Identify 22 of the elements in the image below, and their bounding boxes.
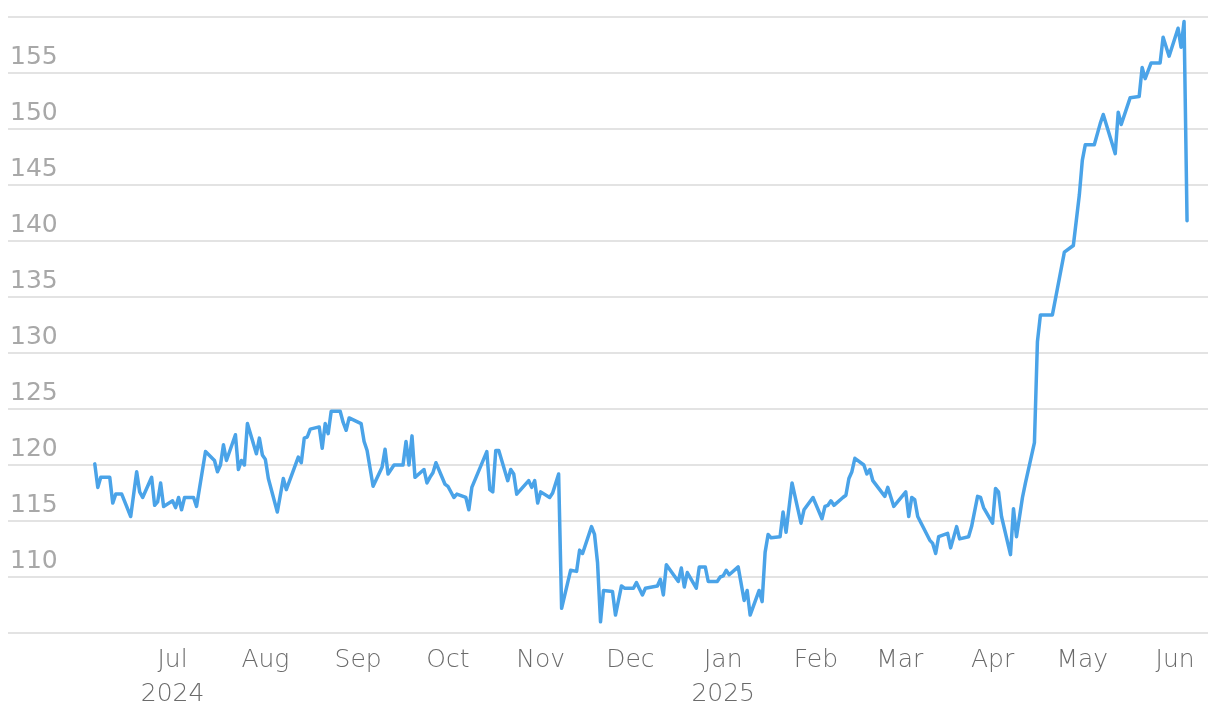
y-tick-label: 155 (10, 41, 58, 70)
x-tick-label: Feb (793, 644, 839, 673)
y-tick-label: 115 (10, 489, 58, 518)
y-tick-label: 120 (10, 433, 58, 462)
x-tick-label: Oct (426, 644, 470, 673)
y-tick-label: 125 (10, 377, 58, 406)
x-tick-label: Nov (516, 644, 566, 673)
y-tick-label: 135 (10, 265, 58, 294)
x-tick-label: Aug (241, 644, 290, 673)
x-tick-label: Jul 2024 (140, 644, 205, 707)
y-tick-label: 145 (10, 153, 58, 182)
x-tick-label: Apr (970, 644, 1015, 673)
x-tick-label: Jun (1155, 644, 1195, 673)
x-tick-label: Dec (606, 644, 655, 673)
x-tick-label: May (1056, 644, 1109, 673)
x-tick-label: Sep (334, 644, 382, 673)
y-tick-label: 110 (10, 545, 58, 574)
y-tick-label: 130 (10, 321, 58, 350)
x-tick-label: Jan 2025 (691, 644, 756, 707)
y-tick-label: 150 (10, 97, 58, 126)
y-tick-label: 140 (10, 209, 58, 238)
x-tick-label: Mar (876, 644, 925, 673)
